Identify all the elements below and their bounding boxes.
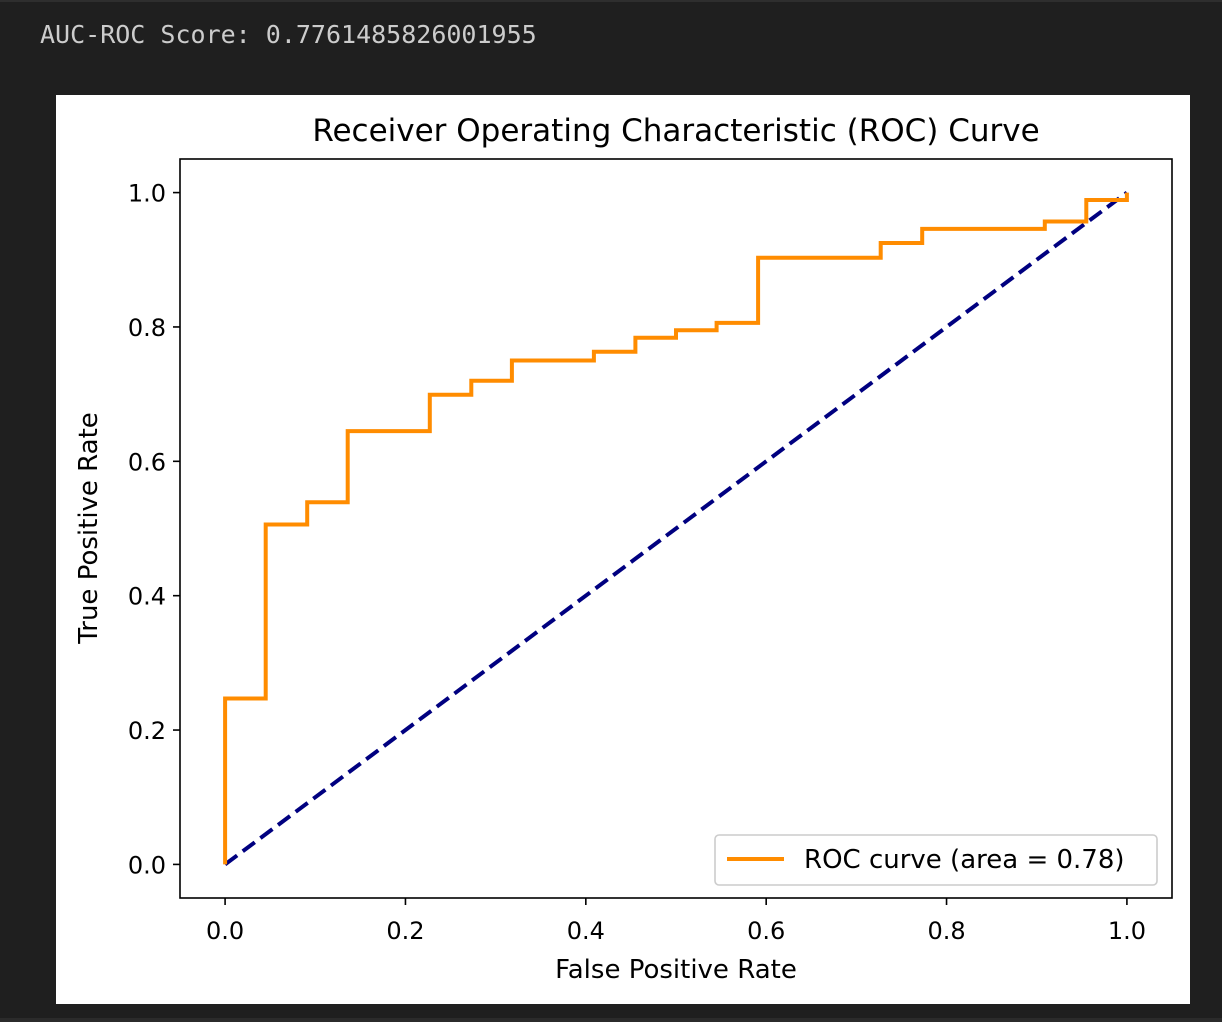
y-tick-label: 0.8 xyxy=(128,314,166,342)
cell-bottom-border xyxy=(0,1018,1222,1022)
y-axis-label: True Positive Rate xyxy=(74,412,104,645)
x-tick-label: 0.8 xyxy=(927,917,965,945)
x-tick-label: 0.4 xyxy=(567,917,605,945)
axes-frame xyxy=(179,158,1173,899)
x-tick-label: 0.6 xyxy=(747,917,785,945)
legend-box xyxy=(714,834,1158,886)
y-tick-label: 0.4 xyxy=(128,583,166,611)
roc-chart: Receiver Operating Characteristic (ROC) … xyxy=(74,113,1173,985)
chart-title: Receiver Operating Characteristic (ROC) … xyxy=(312,113,1039,149)
roc-figure: Receiver Operating Characteristic (ROC) … xyxy=(56,95,1190,1004)
x-tick-label: 0.2 xyxy=(386,917,424,945)
auc-score-text: AUC-ROC Score: 0.7761485826001955 xyxy=(40,20,537,49)
legend-label-roc: ROC curve (area = 0.78) xyxy=(804,845,1125,875)
y-tick-label: 0.6 xyxy=(128,448,166,476)
x-axis-label: False Positive Rate xyxy=(555,955,797,985)
roc-curve-line xyxy=(223,192,1129,865)
chance-diagonal-line xyxy=(223,190,1129,867)
x-tick-label: 1.0 xyxy=(1108,917,1146,945)
y-tick-label: 1.0 xyxy=(128,180,166,208)
x-tick-label: 0.0 xyxy=(206,917,244,945)
legend: ROC curve (area = 0.78) xyxy=(714,834,1158,886)
y-tick-label: 0.2 xyxy=(128,717,166,745)
y-tick-label: 0.0 xyxy=(128,851,166,879)
plot-area xyxy=(223,190,1129,867)
axis-ticks: 0.0 0.2 0.4 0.6 0.8 1.0 0.0 0.2 0.4 0.6 0.8 1.0 xyxy=(128,180,1146,945)
